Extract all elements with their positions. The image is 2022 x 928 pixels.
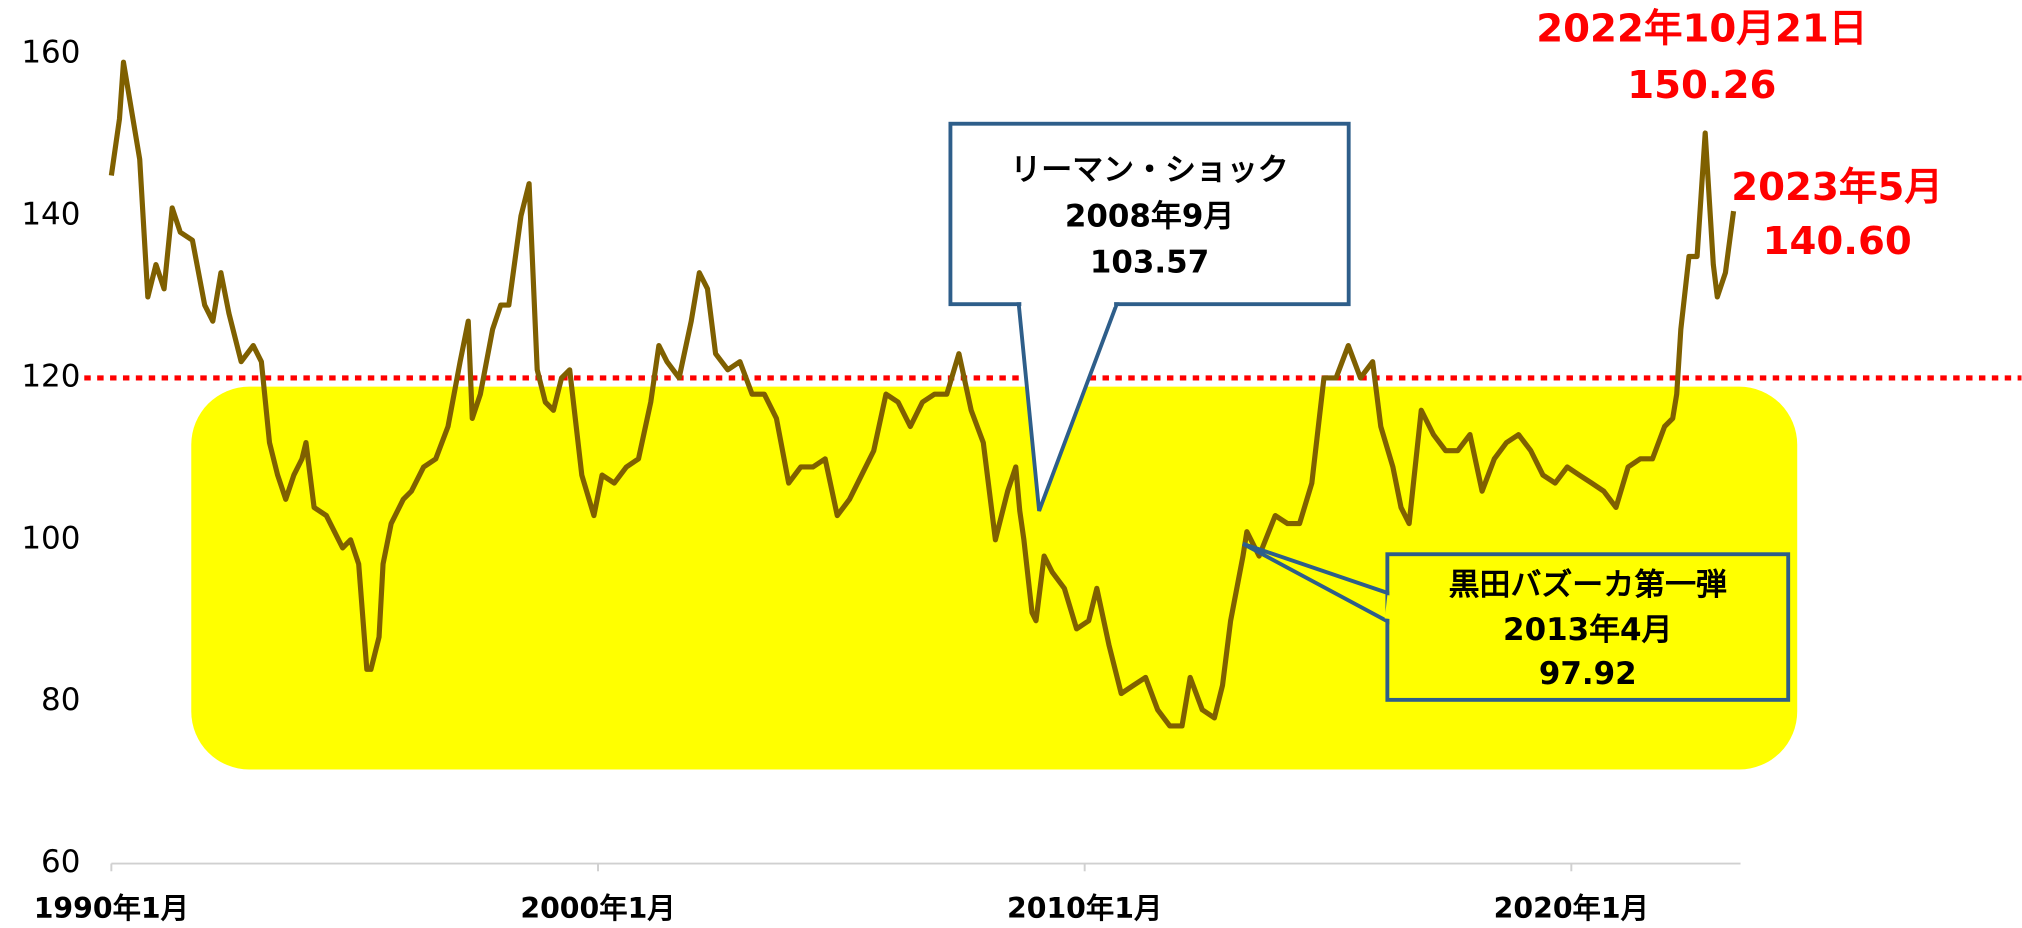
y-tick-label: 120 — [21, 358, 80, 394]
y-tick-label: 160 — [21, 35, 80, 71]
callout-box — [948, 121, 1351, 307]
callout-text: 2013年4月 — [1503, 612, 1672, 648]
callout-text: 103.57 — [1090, 245, 1209, 281]
callout-box — [1385, 552, 1791, 702]
y-tick-label: 60 — [41, 844, 80, 880]
annotation-text: 140.60 — [1763, 219, 1912, 264]
callout-text: 黒田バズーカ第一弾 — [1449, 567, 1727, 603]
annotation-text: 150.26 — [1627, 63, 1776, 108]
x-tick-label: 2020年1月 — [1494, 892, 1649, 925]
y-tick-label: 140 — [21, 197, 80, 233]
callout-gap — [1384, 595, 1393, 619]
series-line — [108, 59, 1737, 729]
x-tick-label: 2000年1月 — [520, 892, 675, 925]
annotation-text: 2022年10月21日 — [1536, 6, 1867, 51]
callout-text: 97.92 — [1539, 656, 1637, 692]
annotation-text: 2023年5月 — [1731, 165, 1943, 210]
callout-text: 2008年9月 — [1065, 198, 1234, 234]
x-tick-label: 2010年1月 — [1007, 892, 1162, 925]
callout-text: リーマン・ショック — [1010, 152, 1288, 188]
x-tick-label: 1990年1月 — [34, 892, 189, 925]
y-tick-label: 80 — [41, 682, 80, 718]
y-tick-label: 100 — [21, 520, 80, 556]
